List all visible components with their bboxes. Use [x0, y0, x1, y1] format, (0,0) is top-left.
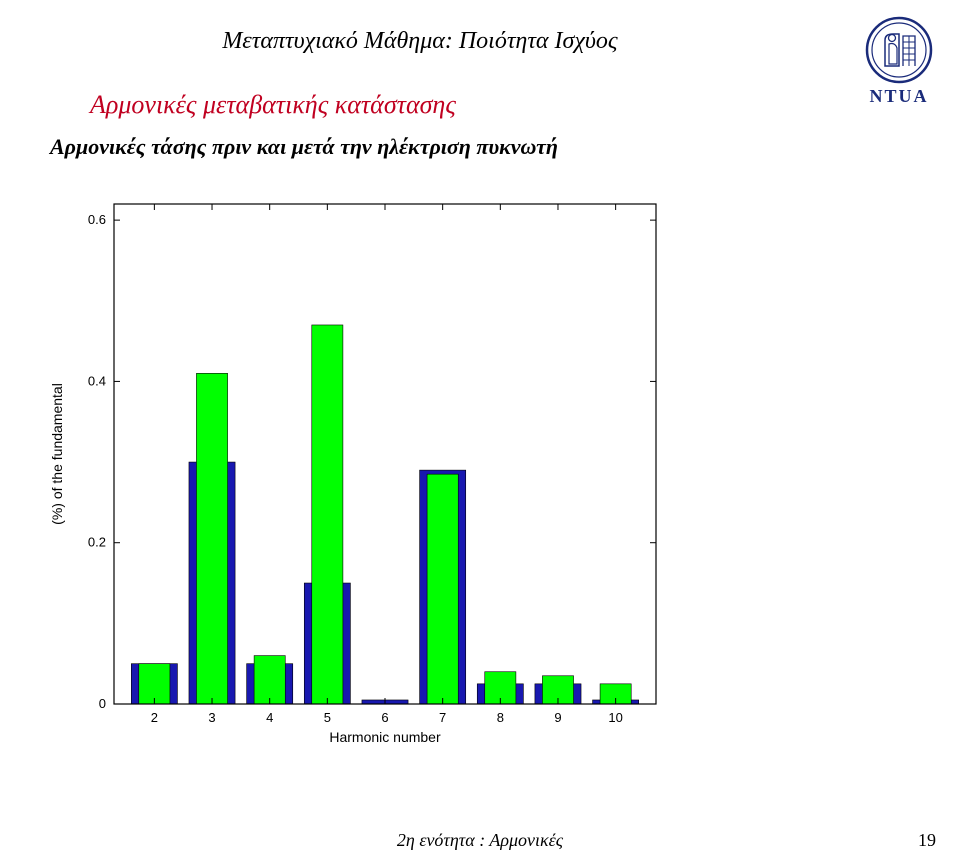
svg-text:0.2: 0.2 — [88, 535, 106, 550]
svg-text:8: 8 — [497, 710, 504, 725]
harmonics-chart: 0 0.2 0.4 0.6 2 3 4 5 6 7 8 9 10 Harmonic number (%) o… — [36, 196, 676, 756]
logo-emblem-icon — [865, 16, 933, 84]
bar-chart-svg: 0 0.2 0.4 0.6 2 3 4 5 6 7 8 9 10 Harmonic number (%) o… — [36, 196, 676, 756]
svg-text:(%) of the fundamental: (%) of the fundamental — [49, 383, 65, 525]
ntua-logo: NTUA — [860, 16, 938, 107]
svg-text:10: 10 — [608, 710, 622, 725]
section-title: Αρμονικές μεταβατικής κατάστασης — [90, 90, 456, 120]
svg-text:0.6: 0.6 — [88, 212, 106, 227]
svg-text:0: 0 — [99, 696, 106, 711]
svg-text:3: 3 — [208, 710, 215, 725]
svg-text:9: 9 — [554, 710, 561, 725]
logo-label: NTUA — [860, 86, 938, 107]
course-title: Μεταπτυχιακό Μάθημα: Ποιότητα Ισχύος — [0, 28, 960, 55]
svg-text:6: 6 — [381, 710, 388, 725]
svg-text:2: 2 — [151, 710, 158, 725]
footer-page-number: 19 — [918, 830, 936, 851]
svg-text:7: 7 — [439, 710, 446, 725]
svg-text:5: 5 — [324, 710, 331, 725]
svg-text:Harmonic number: Harmonic number — [329, 729, 441, 745]
chart-subtitle: Αρμονικές τάσης πριν και μετά την ηλέκτρ… — [50, 134, 558, 160]
svg-text:0.4: 0.4 — [88, 373, 106, 388]
svg-text:4: 4 — [266, 710, 273, 725]
footer-text: 2η ενότητα : Αρμονικές — [0, 830, 960, 851]
